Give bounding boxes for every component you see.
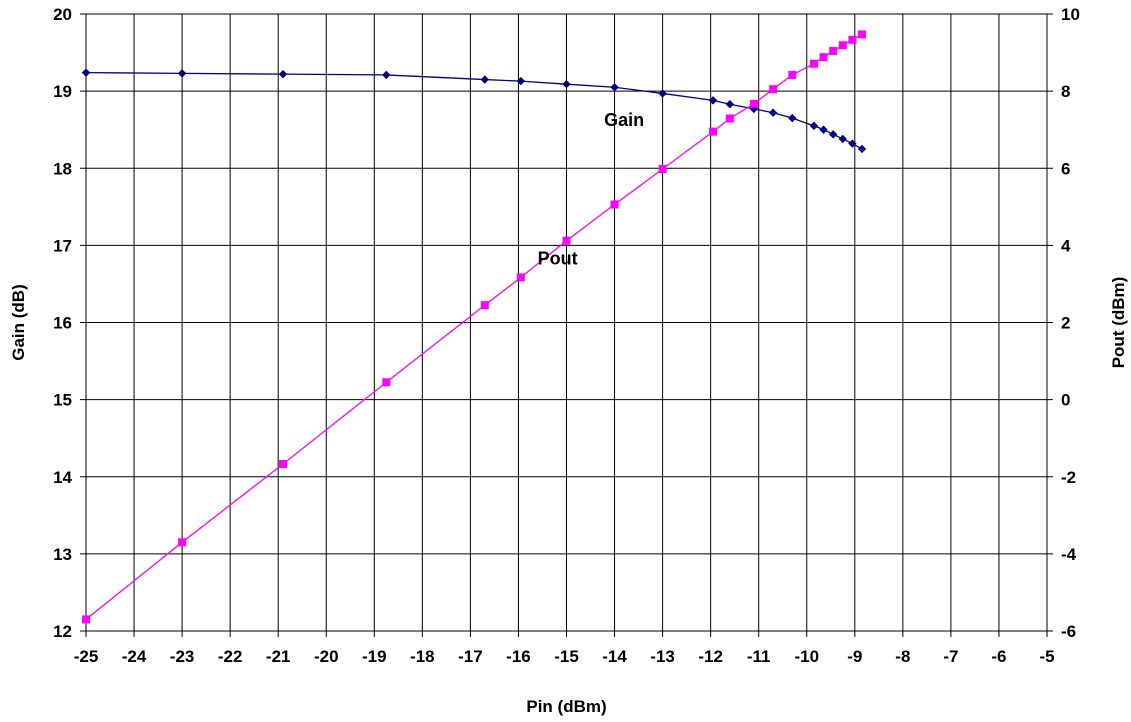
y-left-tick-labels: 12 13 14 15 16 17 18 19 20 xyxy=(53,5,72,641)
pout-point xyxy=(382,378,391,387)
pout-point xyxy=(788,70,797,79)
pout-line xyxy=(85,33,863,620)
gain-point xyxy=(819,125,828,134)
gain-point xyxy=(562,79,571,89)
x-tick-label: -7 xyxy=(943,647,958,666)
pout-point xyxy=(858,30,867,39)
x-tick-label: -25 xyxy=(74,647,99,666)
x-tick-label: -9 xyxy=(847,647,862,666)
gain-point xyxy=(768,108,778,117)
y-left-tick-label: 20 xyxy=(53,5,72,24)
y-right-tick-label: 0 xyxy=(1061,391,1070,410)
x-tick-label: -16 xyxy=(506,647,531,666)
pout-point xyxy=(516,273,525,282)
gain-point xyxy=(857,144,867,154)
tick-marks xyxy=(80,13,1053,637)
y-right-tick-label: -6 xyxy=(1061,622,1076,641)
gain-point xyxy=(177,69,187,78)
pout-annotation: Pout xyxy=(538,249,578,269)
x-tick-label: -19 xyxy=(362,647,387,666)
y-left-tick-label: 17 xyxy=(53,236,72,255)
gain-point xyxy=(658,89,667,98)
x-tick-label: -21 xyxy=(266,647,291,666)
gain-annotation: Gain xyxy=(604,110,644,130)
y-right-tick-label: 6 xyxy=(1061,159,1070,178)
grid xyxy=(85,13,1048,632)
x-tick-label: -15 xyxy=(554,647,579,666)
gain-point xyxy=(81,68,91,77)
series-layer xyxy=(81,30,867,624)
pout-point xyxy=(658,165,667,174)
x-axis-label: Pin (dBm) xyxy=(526,697,606,716)
gain-point xyxy=(725,100,735,109)
pout-point xyxy=(809,59,818,68)
pout-point xyxy=(82,615,90,624)
gain-point xyxy=(480,75,490,84)
pout-point xyxy=(848,35,857,44)
x-tick-labels: -25 -24 -23 -22 -21 -20 -19 -18 -17 -16 -15 -14 -13 -… xyxy=(74,647,1055,666)
pout-point xyxy=(838,41,847,50)
x-tick-label: -23 xyxy=(170,647,195,666)
x-tick-label: -22 xyxy=(218,647,243,666)
y-right-tick-label: 8 xyxy=(1061,82,1070,101)
gain-point xyxy=(848,139,857,148)
y-right-tick-label: -2 xyxy=(1061,468,1076,487)
gain-point xyxy=(788,113,797,123)
gain-point xyxy=(610,83,619,92)
pout-point xyxy=(279,460,288,469)
x-tick-label: -8 xyxy=(895,647,910,666)
pout-series xyxy=(82,30,867,624)
x-tick-label: -13 xyxy=(650,647,675,666)
y-left-tick-label: 12 xyxy=(53,622,72,641)
gain-series xyxy=(81,68,867,154)
y-right-tick-label: 2 xyxy=(1061,314,1070,333)
gain-line xyxy=(85,71,863,150)
y-right-tick-label: 10 xyxy=(1061,5,1080,24)
y-left-axis-label: Gain (dB) xyxy=(9,284,28,361)
pout-point xyxy=(709,127,718,136)
pout-point xyxy=(829,47,838,56)
y-left-tick-label: 16 xyxy=(53,314,72,333)
x-tick-label: -5 xyxy=(1039,647,1054,666)
gain-point xyxy=(809,121,819,131)
gain-point xyxy=(382,70,391,80)
pout-point xyxy=(562,236,571,245)
pout-point xyxy=(749,99,758,108)
y-right-tick-label: -4 xyxy=(1061,545,1077,564)
y-left-tick-label: 18 xyxy=(53,159,72,178)
gain-point xyxy=(278,69,288,79)
gain-point xyxy=(828,130,838,139)
pout-point xyxy=(480,301,489,310)
pout-point xyxy=(769,85,778,94)
x-tick-label: -18 xyxy=(410,647,435,666)
y-left-tick-label: 19 xyxy=(53,82,72,101)
pout-point xyxy=(725,114,734,123)
y-left-tick-label: 14 xyxy=(53,468,72,487)
x-tick-label: -11 xyxy=(747,647,771,666)
x-tick-label: -24 xyxy=(122,647,147,666)
pout-point xyxy=(819,53,828,62)
x-tick-label: -6 xyxy=(991,647,1006,666)
y-left-tick-label: 15 xyxy=(53,391,72,410)
gain-point xyxy=(708,96,718,105)
gain-point xyxy=(516,76,526,86)
pout-point xyxy=(178,538,187,547)
y-left-tick-label: 13 xyxy=(53,545,72,564)
x-tick-label: -14 xyxy=(602,647,627,666)
gain-point xyxy=(838,134,847,144)
pout-point xyxy=(610,200,619,209)
x-tick-label: -12 xyxy=(698,647,723,666)
y-right-axis-label: Pout (dBm) xyxy=(1109,277,1128,369)
x-tick-label: -20 xyxy=(314,647,339,666)
x-tick-label: -17 xyxy=(458,647,483,666)
y-right-tick-label: 4 xyxy=(1061,236,1071,255)
y-right-tick-labels: -6 -4 -2 0 2 4 6 8 10 xyxy=(1061,5,1080,641)
x-tick-label: -10 xyxy=(794,647,819,666)
